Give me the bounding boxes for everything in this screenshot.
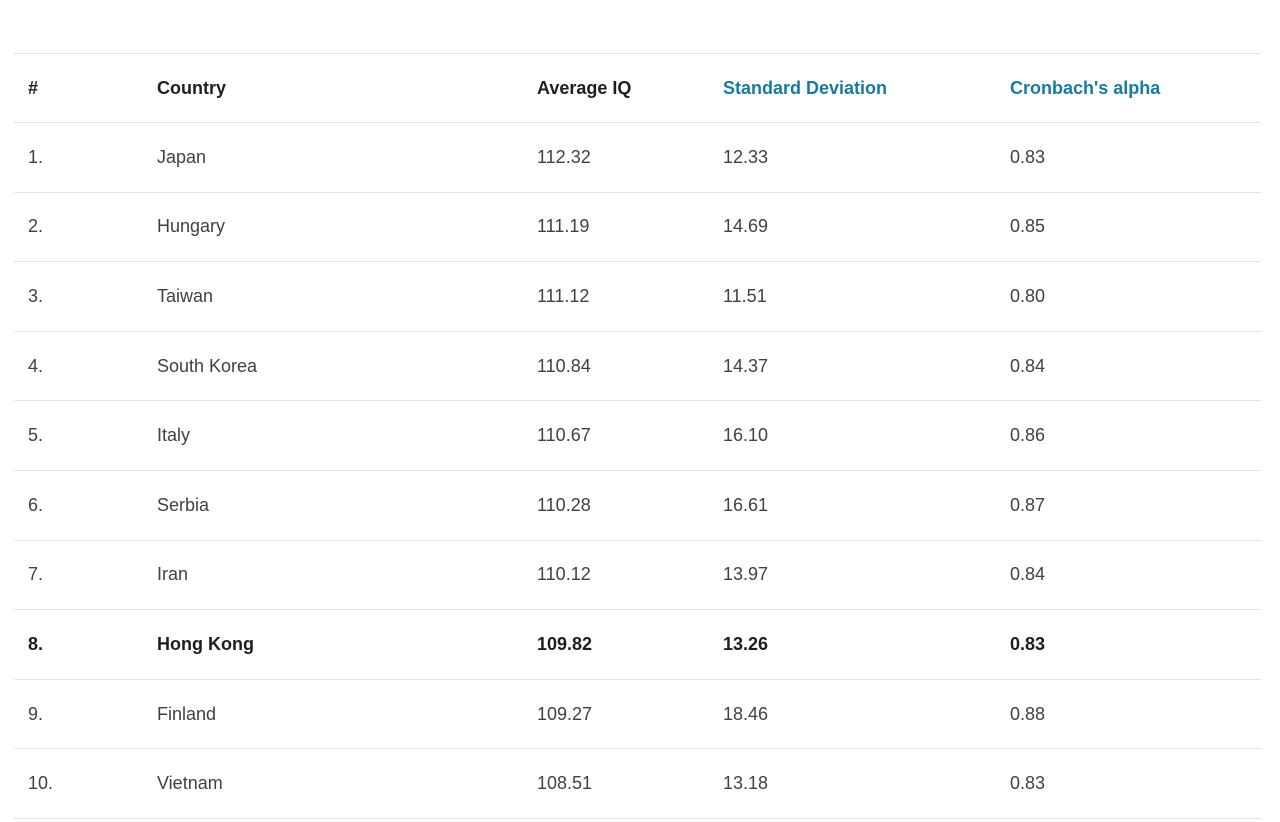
country-cell: South Korea	[157, 331, 537, 402]
table-row: 4. South Korea 110.84 14.37 0.84	[14, 331, 1261, 402]
column-header-avg_iq: Average IQ	[537, 53, 723, 123]
rank-cell: 1.	[14, 122, 157, 193]
column-header-std_dev[interactable]: Standard Deviation	[723, 53, 1010, 123]
country-cell: Finland	[157, 679, 537, 750]
table-row: 6. Serbia 110.28 16.61 0.87	[14, 470, 1261, 541]
rank-cell: 2.	[14, 192, 157, 263]
avg-iq-cell: 110.84	[537, 331, 723, 402]
std-dev-cell: 13.18	[723, 748, 1010, 819]
column-header-cronbach[interactable]: Cronbach's alpha	[1010, 53, 1261, 123]
std-dev-cell: 14.69	[723, 192, 1010, 263]
cronbach-cell: 0.80	[1010, 261, 1261, 332]
std-dev-cell: 16.61	[723, 470, 1010, 541]
std-dev-cell: 12.33	[723, 122, 1010, 193]
country-cell: Vietnam	[157, 748, 537, 819]
cronbach-cell: 0.83	[1010, 122, 1261, 193]
rank-cell: 9.	[14, 679, 157, 750]
rank-cell: 5.	[14, 400, 157, 471]
avg-iq-cell: 111.19	[537, 192, 723, 263]
table-row: 3. Taiwan 111.12 11.51 0.80	[14, 261, 1261, 332]
table-row: 9. Finland 109.27 18.46 0.88	[14, 679, 1261, 750]
country-iq-table: # Country Average IQ Standard Deviation Cron…	[14, 53, 1261, 819]
std-dev-cell: 11.51	[723, 261, 1010, 332]
table-row: 1. Japan 112.32 12.33 0.83	[14, 122, 1261, 193]
table-row: 7. Iran 110.12 13.97 0.84	[14, 540, 1261, 611]
cronbach-cell: 0.85	[1010, 192, 1261, 263]
rank-cell: 4.	[14, 331, 157, 402]
avg-iq-cell: 109.82	[537, 609, 723, 680]
rank-cell: 7.	[14, 540, 157, 611]
table-row: 8. Hong Kong 109.82 13.26 0.83	[14, 609, 1261, 680]
column-header-rank: #	[14, 53, 157, 123]
table-body: 1. Japan 112.32 12.33 0.83 2. Hungary 111.19 14.…	[14, 122, 1261, 819]
std-dev-cell: 13.97	[723, 540, 1010, 611]
avg-iq-cell: 111.12	[537, 261, 723, 332]
rank-cell: 6.	[14, 470, 157, 541]
column-header-country: Country	[157, 53, 537, 123]
rank-cell: 3.	[14, 261, 157, 332]
country-cell: Hong Kong	[157, 609, 537, 680]
cronbach-cell: 0.83	[1010, 609, 1261, 680]
rank-cell: 8.	[14, 609, 157, 680]
cronbach-cell: 0.84	[1010, 540, 1261, 611]
std-dev-cell: 14.37	[723, 331, 1010, 402]
avg-iq-cell: 110.12	[537, 540, 723, 611]
country-cell: Serbia	[157, 470, 537, 541]
avg-iq-cell: 112.32	[537, 122, 723, 193]
std-dev-cell: 16.10	[723, 400, 1010, 471]
country-cell: Taiwan	[157, 261, 537, 332]
table-row: 10. Vietnam 108.51 13.18 0.83	[14, 748, 1261, 819]
country-cell: Japan	[157, 122, 537, 193]
rank-cell: 10.	[14, 748, 157, 819]
avg-iq-cell: 110.67	[537, 400, 723, 471]
avg-iq-cell: 110.28	[537, 470, 723, 541]
cronbach-cell: 0.86	[1010, 400, 1261, 471]
table-row: 2. Hungary 111.19 14.69 0.85	[14, 192, 1261, 263]
header-row: # Country Average IQ Standard Deviation Cron…	[14, 53, 1261, 123]
country-cell: Iran	[157, 540, 537, 611]
cronbach-cell: 0.83	[1010, 748, 1261, 819]
avg-iq-cell: 109.27	[537, 679, 723, 750]
country-cell: Italy	[157, 400, 537, 471]
table-row: 5. Italy 110.67 16.10 0.86	[14, 400, 1261, 471]
std-dev-cell: 18.46	[723, 679, 1010, 750]
cronbach-cell: 0.87	[1010, 470, 1261, 541]
std-dev-cell: 13.26	[723, 609, 1010, 680]
country-cell: Hungary	[157, 192, 537, 263]
table-header: # Country Average IQ Standard Deviation Cron…	[14, 53, 1261, 123]
cronbach-cell: 0.88	[1010, 679, 1261, 750]
cronbach-cell: 0.84	[1010, 331, 1261, 402]
country-iq-table-container: # Country Average IQ Standard Deviation Cron…	[14, 53, 1261, 819]
avg-iq-cell: 108.51	[537, 748, 723, 819]
